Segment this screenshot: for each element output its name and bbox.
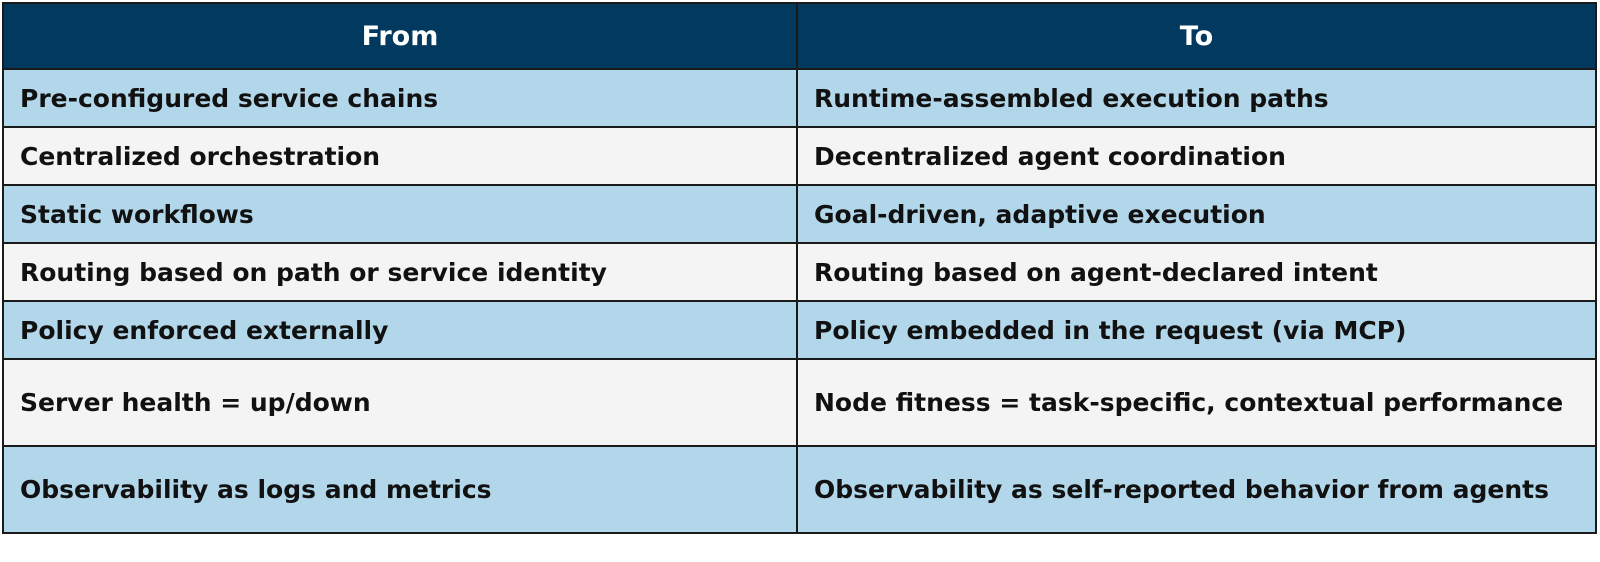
from-cell: Server health = up/down <box>2 358 798 447</box>
to-cell: Observability as self-reported behavior … <box>796 445 1597 534</box>
to-cell: Policy embedded in the request (via MCP) <box>796 300 1597 360</box>
table-row: Observability as logs and metrics Observ… <box>2 445 1597 534</box>
from-cell: Pre-configured service chains <box>2 68 798 128</box>
table-row: Centralized orchestration Decentralized … <box>2 126 1597 186</box>
header-to: To <box>796 2 1597 70</box>
from-cell: Observability as logs and metrics <box>2 445 798 534</box>
table-row: Policy enforced externally Policy embedd… <box>2 300 1597 360</box>
from-cell: Policy enforced externally <box>2 300 798 360</box>
to-cell: Decentralized agent coordination <box>796 126 1597 186</box>
from-cell: Centralized orchestration <box>2 126 798 186</box>
header-from: From <box>2 2 798 70</box>
to-cell: Goal-driven, adaptive execution <box>796 184 1597 244</box>
to-cell: Runtime-assembled execution paths <box>796 68 1597 128</box>
from-cell: Static workflows <box>2 184 798 244</box>
from-to-comparison-table: From To Pre-configured service chains Ru… <box>2 2 1597 534</box>
table-row: Server health = up/down Node fitness = t… <box>2 358 1597 447</box>
table-row: Routing based on path or service identit… <box>2 242 1597 302</box>
to-cell: Routing based on agent-declared intent <box>796 242 1597 302</box>
from-cell: Routing based on path or service identit… <box>2 242 798 302</box>
table-row: Static workflows Goal-driven, adaptive e… <box>2 184 1597 244</box>
to-cell: Node fitness = task-specific, contextual… <box>796 358 1597 447</box>
table-row: Pre-configured service chains Runtime-as… <box>2 68 1597 128</box>
header-row: From To <box>2 2 1597 70</box>
